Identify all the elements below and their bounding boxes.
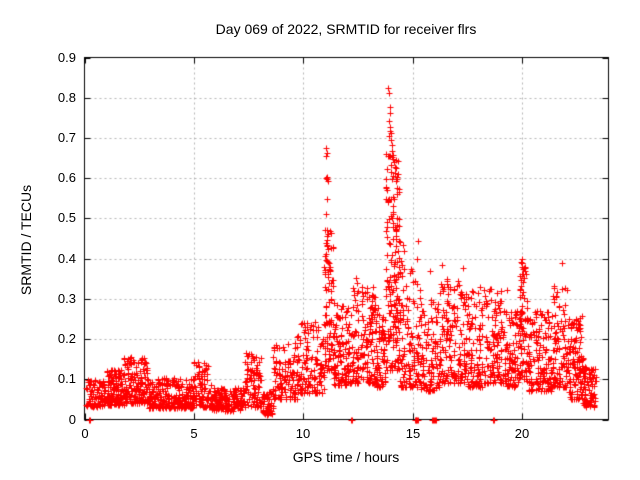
y-tick-label: 0.2 <box>57 331 76 346</box>
y-tick-label: 0.8 <box>57 90 76 105</box>
x-tick-label: 20 <box>514 426 530 441</box>
y-tick-label: 0.4 <box>57 251 76 266</box>
y-tick-label: 0 <box>68 412 76 427</box>
x-tick-label: 0 <box>81 426 89 441</box>
y-tick-label: 0.3 <box>57 291 76 306</box>
x-tick-label: 5 <box>190 426 198 441</box>
y-tick-label: 0.7 <box>57 130 76 145</box>
y-tick-label: 0.5 <box>57 210 76 225</box>
x-tick-label: 10 <box>295 426 311 441</box>
y-tick-label: 0.6 <box>57 170 76 185</box>
y-tick-label: 0.9 <box>57 50 76 65</box>
x-tick-label: 15 <box>405 426 421 441</box>
y-tick-label: 0.1 <box>57 371 76 386</box>
